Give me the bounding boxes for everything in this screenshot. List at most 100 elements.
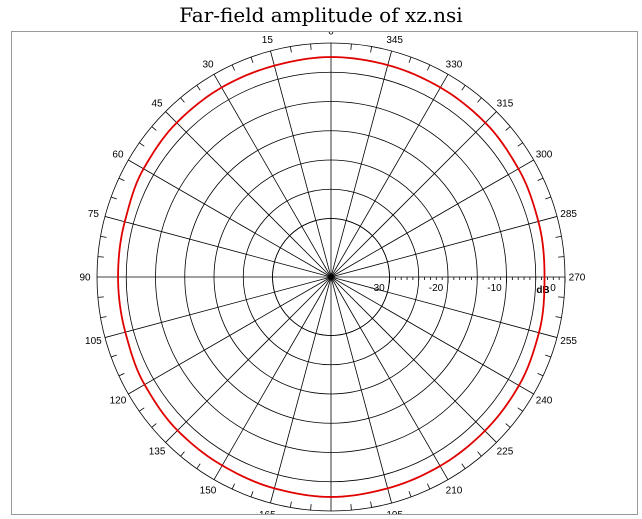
angle-minor-tick	[310, 43, 312, 50]
grid-spoke	[330, 50, 392, 278]
grid-spoke	[270, 50, 332, 278]
angle-minor-tick	[426, 483, 431, 490]
angle-tick-label: 0	[328, 32, 334, 38]
grid-spoke	[165, 276, 332, 443]
angle-minor-tick	[555, 235, 562, 238]
angle-tick-label: 60	[112, 150, 124, 161]
angle-tick-label: 270	[569, 273, 586, 284]
angle-tick-label: 135	[149, 446, 166, 457]
angle-minor-tick	[558, 256, 565, 258]
angle-minor-tick	[505, 126, 511, 131]
angle-minor-tick	[558, 296, 565, 298]
angle-minor-tick	[461, 85, 466, 91]
grid-spoke	[330, 111, 497, 278]
plot-frame: 0153045607590105120135150165180195210225…	[11, 31, 638, 515]
angle-tick-label: 30	[202, 59, 214, 70]
grid-spoke	[330, 216, 558, 278]
angle-minor-tick	[180, 451, 185, 457]
angle-tick-label: 345	[386, 35, 403, 46]
grid-spoke	[330, 276, 497, 443]
angle-minor-tick	[250, 491, 254, 498]
angle-minor-tick	[151, 126, 157, 131]
chart-title: Far-field amplitude of xz.nsi	[179, 3, 463, 27]
angle-minor-tick	[118, 177, 125, 182]
radial-tick-label: 0	[550, 283, 556, 294]
angle-tick-label: 165	[259, 510, 276, 514]
angle-minor-tick	[370, 501, 373, 508]
angle-minor-tick	[97, 256, 104, 258]
grid-spoke	[128, 159, 332, 278]
angle-tick-label: 90	[79, 273, 91, 284]
angle-tick-label: 75	[88, 209, 100, 220]
angle-tick-label: 225	[497, 446, 514, 457]
grid-spoke	[104, 216, 332, 278]
angle-minor-tick	[517, 142, 523, 147]
grid-spoke	[330, 74, 449, 278]
angle-tick-label: 15	[262, 35, 274, 46]
grid-spoke	[330, 276, 534, 395]
grid-spoke	[213, 276, 332, 480]
polar-plot: 0153045607590105120135150165180195210225…	[79, 32, 586, 514]
angle-minor-tick	[139, 142, 145, 147]
angle-minor-tick	[289, 501, 292, 508]
angle-minor-tick	[505, 423, 511, 428]
angle-tick-label: 285	[560, 209, 577, 220]
angle-minor-tick	[426, 64, 431, 71]
angle-minor-tick	[250, 56, 254, 63]
angle-minor-tick	[537, 177, 544, 182]
grid-spoke	[330, 276, 449, 480]
grid-spoke	[104, 276, 332, 338]
center-dot	[328, 274, 334, 280]
grid-spoke	[270, 276, 332, 504]
radial-tick-label: -20	[429, 283, 444, 294]
angle-minor-tick	[477, 97, 482, 103]
angle-tick-label: 45	[151, 99, 163, 110]
angle-minor-tick	[350, 43, 352, 50]
radial-unit-label: dB	[536, 285, 549, 296]
angle-minor-tick	[545, 196, 552, 200]
angle-minor-tick	[555, 316, 562, 319]
grid-spoke	[330, 276, 392, 504]
grid-spoke	[165, 111, 332, 278]
angle-minor-tick	[537, 372, 544, 377]
angle-minor-tick	[139, 407, 145, 412]
angle-minor-tick	[545, 354, 552, 358]
angle-tick-label: 105	[85, 336, 102, 347]
angle-minor-tick	[370, 46, 373, 53]
angle-minor-tick	[408, 491, 412, 498]
angle-minor-tick	[110, 196, 117, 200]
angle-minor-tick	[151, 423, 157, 428]
grid-spoke	[330, 276, 558, 338]
grid-spoke	[330, 159, 534, 278]
radial-tick-label: -30	[370, 283, 385, 294]
angle-tick-label: 120	[110, 396, 127, 407]
angle-minor-tick	[118, 372, 125, 377]
angle-minor-tick	[100, 235, 107, 238]
angle-tick-label: 315	[497, 99, 514, 110]
angle-minor-tick	[289, 46, 292, 53]
angle-minor-tick	[461, 463, 466, 469]
angle-tick-label: 255	[560, 336, 577, 347]
angle-minor-tick	[517, 407, 523, 412]
grid-spoke	[213, 74, 332, 278]
angle-minor-tick	[408, 56, 412, 63]
angle-minor-tick	[180, 97, 185, 103]
angle-minor-tick	[196, 85, 201, 91]
angle-tick-label: 300	[536, 150, 553, 161]
angle-tick-label: 240	[536, 396, 553, 407]
angle-tick-label: 210	[446, 486, 463, 497]
angle-minor-tick	[110, 354, 117, 358]
angle-minor-tick	[231, 64, 236, 71]
angle-tick-label: 330	[446, 59, 463, 70]
angle-minor-tick	[477, 451, 482, 457]
angle-minor-tick	[350, 504, 352, 511]
angle-minor-tick	[310, 504, 312, 511]
angle-tick-label: 195	[386, 510, 403, 514]
series-line	[117, 56, 546, 498]
grid-spoke	[128, 276, 332, 395]
radial-tick-label: -10	[487, 283, 502, 294]
angle-tick-label: 150	[200, 486, 217, 497]
angle-minor-tick	[97, 296, 104, 298]
angle-minor-tick	[231, 483, 236, 490]
angle-minor-tick	[100, 316, 107, 319]
